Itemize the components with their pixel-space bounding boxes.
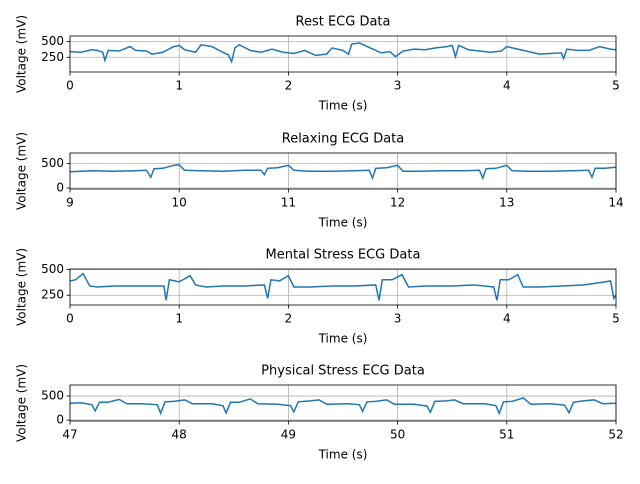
y-tick-label: 0	[56, 413, 64, 427]
y-tick-label: 0	[56, 181, 64, 195]
x-tick-label: 3	[394, 312, 402, 326]
y-tick-label: 500	[41, 34, 64, 48]
x-tick-label: 9	[66, 196, 74, 210]
x-axis-label: Time (s)	[318, 332, 368, 346]
axes-frame	[69, 268, 617, 306]
ecg-line	[70, 42, 616, 64]
x-tick-label: 13	[499, 196, 514, 210]
y-tick-label: 250	[41, 50, 64, 64]
x-axis-label: Time (s)	[318, 99, 368, 113]
ecg-line	[70, 272, 616, 301]
x-tick-label: 10	[172, 196, 187, 210]
subplot: 47 48 49 50 51 52 0 500 Physical Stress ECG Data…	[15, 364, 624, 462]
ecg-line	[70, 397, 616, 416]
x-tick-label: 14	[608, 196, 623, 210]
x-axis-label: Time (s)	[318, 216, 368, 230]
subplot-title: Rest ECG Data	[296, 15, 391, 30]
y-tick-label: 250	[41, 288, 64, 302]
x-tick-label: 50	[390, 428, 405, 442]
x-axis-label: Time (s)	[318, 448, 368, 462]
x-tick-label: 52	[608, 428, 623, 442]
x-tick-label: 0	[66, 312, 74, 326]
x-tick-label: 2	[285, 312, 293, 326]
subplot: 9 10 11 12 13 14 0 500 Relaxing ECG Data Time (s)…	[15, 132, 624, 230]
subplot: 0 1 2 3 4 5 250 500 Rest ECG Data Time (s) Voltage…	[15, 15, 620, 113]
x-tick-label: 4	[503, 79, 511, 93]
x-tick-label: 1	[175, 312, 183, 326]
x-tick-label: 4	[503, 312, 511, 326]
x-tick-label: 3	[394, 79, 402, 93]
x-tick-label: 49	[281, 428, 296, 442]
x-tick-label: 1	[175, 79, 183, 93]
x-tick-label: 51	[499, 428, 514, 442]
x-tick-label: 11	[281, 196, 296, 210]
x-tick-label: 47	[62, 428, 77, 442]
y-tick-label: 500	[41, 262, 64, 276]
axes-frame	[69, 152, 617, 190]
subplot-title: Physical Stress ECG Data	[261, 364, 425, 379]
axes-frame	[69, 35, 617, 73]
axes-frame	[69, 384, 617, 422]
x-tick-label: 5	[612, 312, 620, 326]
subplot-title: Relaxing ECG Data	[282, 132, 405, 147]
x-tick-label: 48	[172, 428, 187, 442]
y-axis-label: Voltage (mV)	[15, 132, 29, 210]
subplot-title: Mental Stress ECG Data	[266, 248, 421, 263]
ecg-line	[70, 164, 616, 181]
y-axis-label: Voltage (mV)	[15, 364, 29, 442]
x-tick-label: 12	[390, 196, 405, 210]
x-tick-label: 2	[285, 79, 293, 93]
subplot: 0 1 2 3 4 5 250 500 Mental Stress ECG Data Time (…	[15, 248, 620, 346]
y-axis-label: Voltage (mV)	[15, 248, 29, 326]
x-tick-label: 0	[66, 79, 74, 93]
y-tick-label: 500	[41, 389, 64, 403]
y-tick-label: 500	[41, 156, 64, 170]
x-tick-label: 5	[612, 79, 620, 93]
y-axis-label: Voltage (mV)	[15, 15, 29, 93]
